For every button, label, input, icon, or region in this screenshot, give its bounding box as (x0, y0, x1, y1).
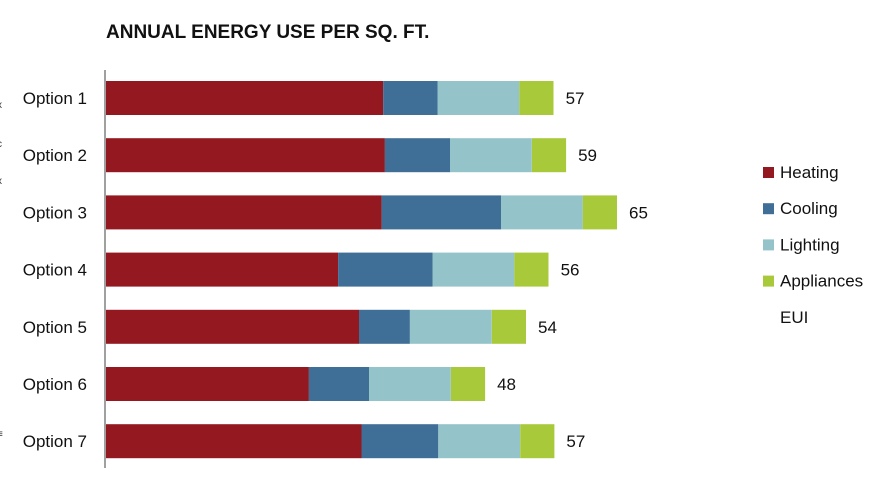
total-data-label: 57 (566, 432, 585, 451)
bars-group (106, 81, 617, 459)
bar-segment-lighting (432, 252, 515, 287)
category-label: Option 5 (23, 318, 87, 337)
category-labels: Option 1 Option 2 Option 3 Option 4 Option 5… (23, 89, 87, 451)
bar-segment-appliances (531, 138, 567, 173)
bar-segment-heating (106, 309, 359, 344)
clipped-left-edge-marks: x c x ≡ (0, 100, 3, 440)
bar-segment-cooling (361, 424, 439, 459)
bar-segment-cooling (383, 81, 438, 115)
total-labels: 57 59 65 56 54 48 57 (497, 89, 648, 451)
legend-swatch-lighting (763, 239, 774, 251)
category-label: Option 3 (23, 203, 87, 222)
bar-segment-lighting (369, 367, 451, 401)
bar-segment-cooling (384, 138, 450, 173)
bar-segment-heating (106, 424, 362, 459)
bar-segment-heating (106, 81, 384, 115)
total-data-label: 59 (578, 146, 597, 165)
clipped-edge-mark: x (0, 176, 2, 187)
legend-label: Appliances (780, 272, 863, 291)
total-data-label: 48 (497, 375, 516, 394)
total-data-label: 65 (629, 203, 648, 222)
bar-segment-heating (106, 367, 309, 401)
clipped-edge-mark: ≡ (0, 429, 3, 440)
bar-segment-cooling (308, 367, 369, 401)
category-label: Option 4 (23, 261, 87, 280)
category-label: Option 2 (23, 146, 87, 165)
legend-swatch-appliances (763, 275, 774, 287)
legend: Heating Cooling Lighting Appliances EUI (763, 163, 863, 327)
clipped-edge-mark: x (0, 100, 2, 111)
legend-swatch-heating (763, 167, 774, 178)
bar-segment-cooling (359, 309, 410, 344)
category-label: Option 1 (23, 89, 87, 108)
legend-label: EUI (780, 308, 808, 327)
bar-segment-lighting (409, 309, 492, 344)
legend-label: Lighting (780, 235, 840, 254)
bar-segment-heating (106, 252, 339, 287)
category-label: Option 6 (23, 375, 87, 394)
bar-segment-appliances (450, 367, 486, 401)
bar-segment-appliances (491, 309, 526, 344)
bar-segment-appliances (582, 195, 617, 230)
clipped-edge-mark: c (0, 139, 2, 150)
bar-segment-lighting (450, 138, 532, 173)
bar-segment-lighting (438, 424, 521, 459)
bar-segment-appliances (520, 424, 555, 459)
chart-title: ANNUAL ENERGY USE PER SQ. FT. (106, 22, 429, 43)
category-label: Option 7 (23, 432, 87, 451)
bar-segment-appliances (514, 252, 549, 287)
total-data-label: 57 (566, 89, 585, 108)
legend-swatch-cooling (763, 203, 774, 215)
bar-segment-appliances (519, 81, 554, 115)
total-data-label: 54 (538, 318, 557, 337)
bar-segment-cooling (381, 195, 501, 230)
bar-segment-heating (106, 195, 382, 230)
bar-segment-lighting (501, 195, 583, 230)
legend-label: Cooling (780, 199, 838, 218)
bar-segment-cooling (338, 252, 433, 287)
bar-segment-heating (106, 138, 385, 173)
total-data-label: 56 (561, 261, 580, 280)
legend-label: Heating (780, 163, 839, 182)
bar-segment-lighting (437, 81, 520, 115)
